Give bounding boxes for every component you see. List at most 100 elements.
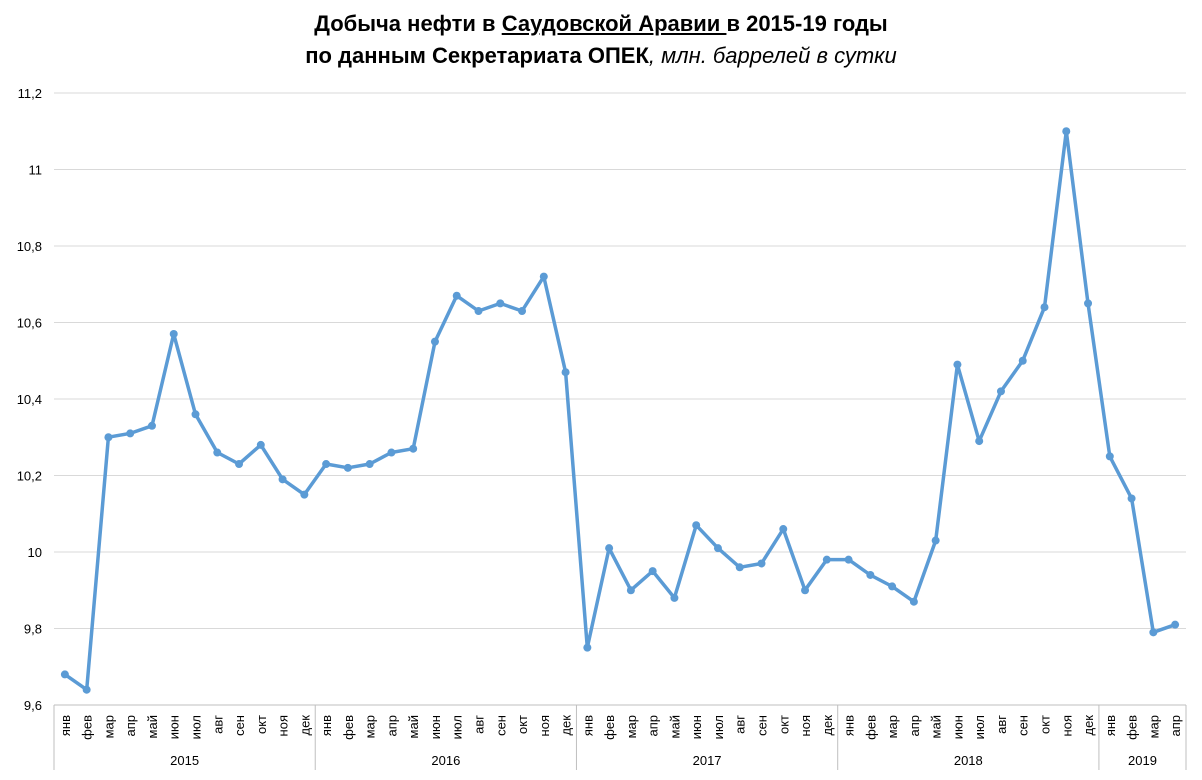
y-tick-label: 10,6	[17, 316, 42, 331]
x-tick-label: янв	[319, 715, 334, 736]
data-point	[539, 272, 548, 281]
x-tick-label: сен	[755, 715, 770, 736]
y-tick-label: 11,2	[18, 86, 42, 101]
data-point	[692, 521, 701, 530]
x-tick-label: май	[145, 715, 160, 738]
x-tick-label: янв	[580, 715, 595, 736]
x-tick-label: мар	[363, 715, 378, 738]
x-tick-label: ноя	[1059, 715, 1074, 736]
chart-title-line1: Добыча нефти в Саудовской Аравии в 2015-…	[0, 8, 1202, 40]
y-tick-label: 9,8	[24, 622, 42, 637]
x-group-label: 2017	[693, 753, 722, 768]
x-tick-label: дек	[559, 715, 574, 736]
title-text: в 2015-19 годы	[726, 11, 888, 36]
x-group-label: 2018	[954, 753, 983, 768]
data-point	[409, 444, 418, 453]
x-tick-label: мар	[1146, 715, 1161, 738]
x-tick-label: июн	[428, 715, 443, 739]
x-tick-label: ноя	[537, 715, 552, 736]
x-tick-label: сен	[232, 715, 247, 736]
data-point	[605, 544, 614, 553]
data-point	[561, 368, 570, 377]
x-tick-label: апр	[646, 715, 661, 737]
x-group-label: 2016	[431, 753, 460, 768]
x-group-label: 2019	[1128, 753, 1157, 768]
x-tick-label: окт	[776, 715, 791, 734]
title-units: , млн. баррелей в сутки	[648, 43, 897, 68]
x-tick-label: сен	[493, 715, 508, 736]
data-point	[387, 448, 396, 457]
x-tick-label: окт	[254, 715, 269, 734]
x-tick-label: фев	[602, 715, 617, 740]
data-point	[1084, 299, 1093, 308]
data-point	[1105, 452, 1114, 461]
data-point	[779, 525, 788, 534]
data-point	[147, 421, 156, 430]
x-tick-label: мар	[101, 715, 116, 738]
data-point	[169, 329, 178, 338]
data-point	[1171, 620, 1180, 629]
data-point	[496, 299, 505, 308]
y-tick-label: 11	[29, 163, 43, 178]
x-tick-label: окт	[1038, 715, 1053, 734]
x-tick-label: дек	[1081, 715, 1096, 736]
data-point	[1040, 303, 1049, 312]
x-tick-label: июл	[189, 715, 204, 739]
y-tick-label: 10,8	[17, 239, 42, 254]
data-point	[474, 307, 483, 316]
data-point	[300, 490, 309, 499]
y-tick-label: 9,6	[24, 698, 42, 713]
x-tick-label: апр	[384, 715, 399, 737]
data-point	[648, 567, 657, 576]
data-point	[1062, 127, 1071, 136]
x-tick-label: июл	[450, 715, 465, 739]
x-tick-label: ноя	[276, 715, 291, 736]
data-point	[713, 544, 722, 553]
data-point	[1018, 356, 1027, 365]
title-source: по данным Секретариата ОПЕК	[305, 43, 649, 68]
x-tick-label: мар	[624, 715, 639, 738]
data-point	[256, 440, 265, 449]
chart-title: Добыча нефти в Саудовской Аравии в 2015-…	[0, 8, 1202, 72]
x-tick-label: июл	[972, 715, 987, 739]
y-tick-label: 10,4	[17, 392, 42, 407]
x-tick-label: фев	[1125, 715, 1140, 740]
data-point	[953, 360, 962, 369]
x-tick-label: ноя	[798, 715, 813, 736]
x-tick-label: июн	[689, 715, 704, 739]
data-point	[518, 307, 527, 316]
x-tick-label: июн	[167, 715, 182, 739]
data-point	[191, 410, 200, 419]
x-tick-label: авг	[733, 715, 748, 734]
data-point	[975, 437, 984, 446]
data-point	[931, 536, 940, 545]
x-tick-label: июн	[950, 715, 965, 739]
data-point	[844, 555, 853, 564]
data-point	[452, 291, 461, 300]
x-tick-label: фев	[341, 715, 356, 740]
x-tick-label: дек	[820, 715, 835, 736]
x-tick-label: янв	[1103, 715, 1118, 736]
x-tick-label: апр	[907, 715, 922, 737]
x-tick-label: сен	[1016, 715, 1031, 736]
data-point	[822, 555, 831, 564]
data-point	[670, 593, 679, 602]
x-tick-label: авг	[994, 715, 1009, 734]
data-point	[430, 337, 439, 346]
data-point	[82, 685, 91, 694]
x-tick-label: июл	[711, 715, 726, 739]
x-tick-label: апр	[1168, 715, 1183, 737]
data-point	[801, 586, 810, 595]
data-point	[343, 463, 352, 472]
data-point	[996, 387, 1005, 396]
data-point	[757, 559, 766, 568]
data-point	[909, 597, 918, 606]
data-point	[735, 563, 744, 572]
data-point	[104, 433, 113, 442]
x-tick-label: май	[667, 715, 682, 738]
x-tick-label: авг	[210, 715, 225, 734]
data-point	[888, 582, 897, 591]
data-point	[126, 429, 135, 438]
x-tick-label: авг	[472, 715, 487, 734]
